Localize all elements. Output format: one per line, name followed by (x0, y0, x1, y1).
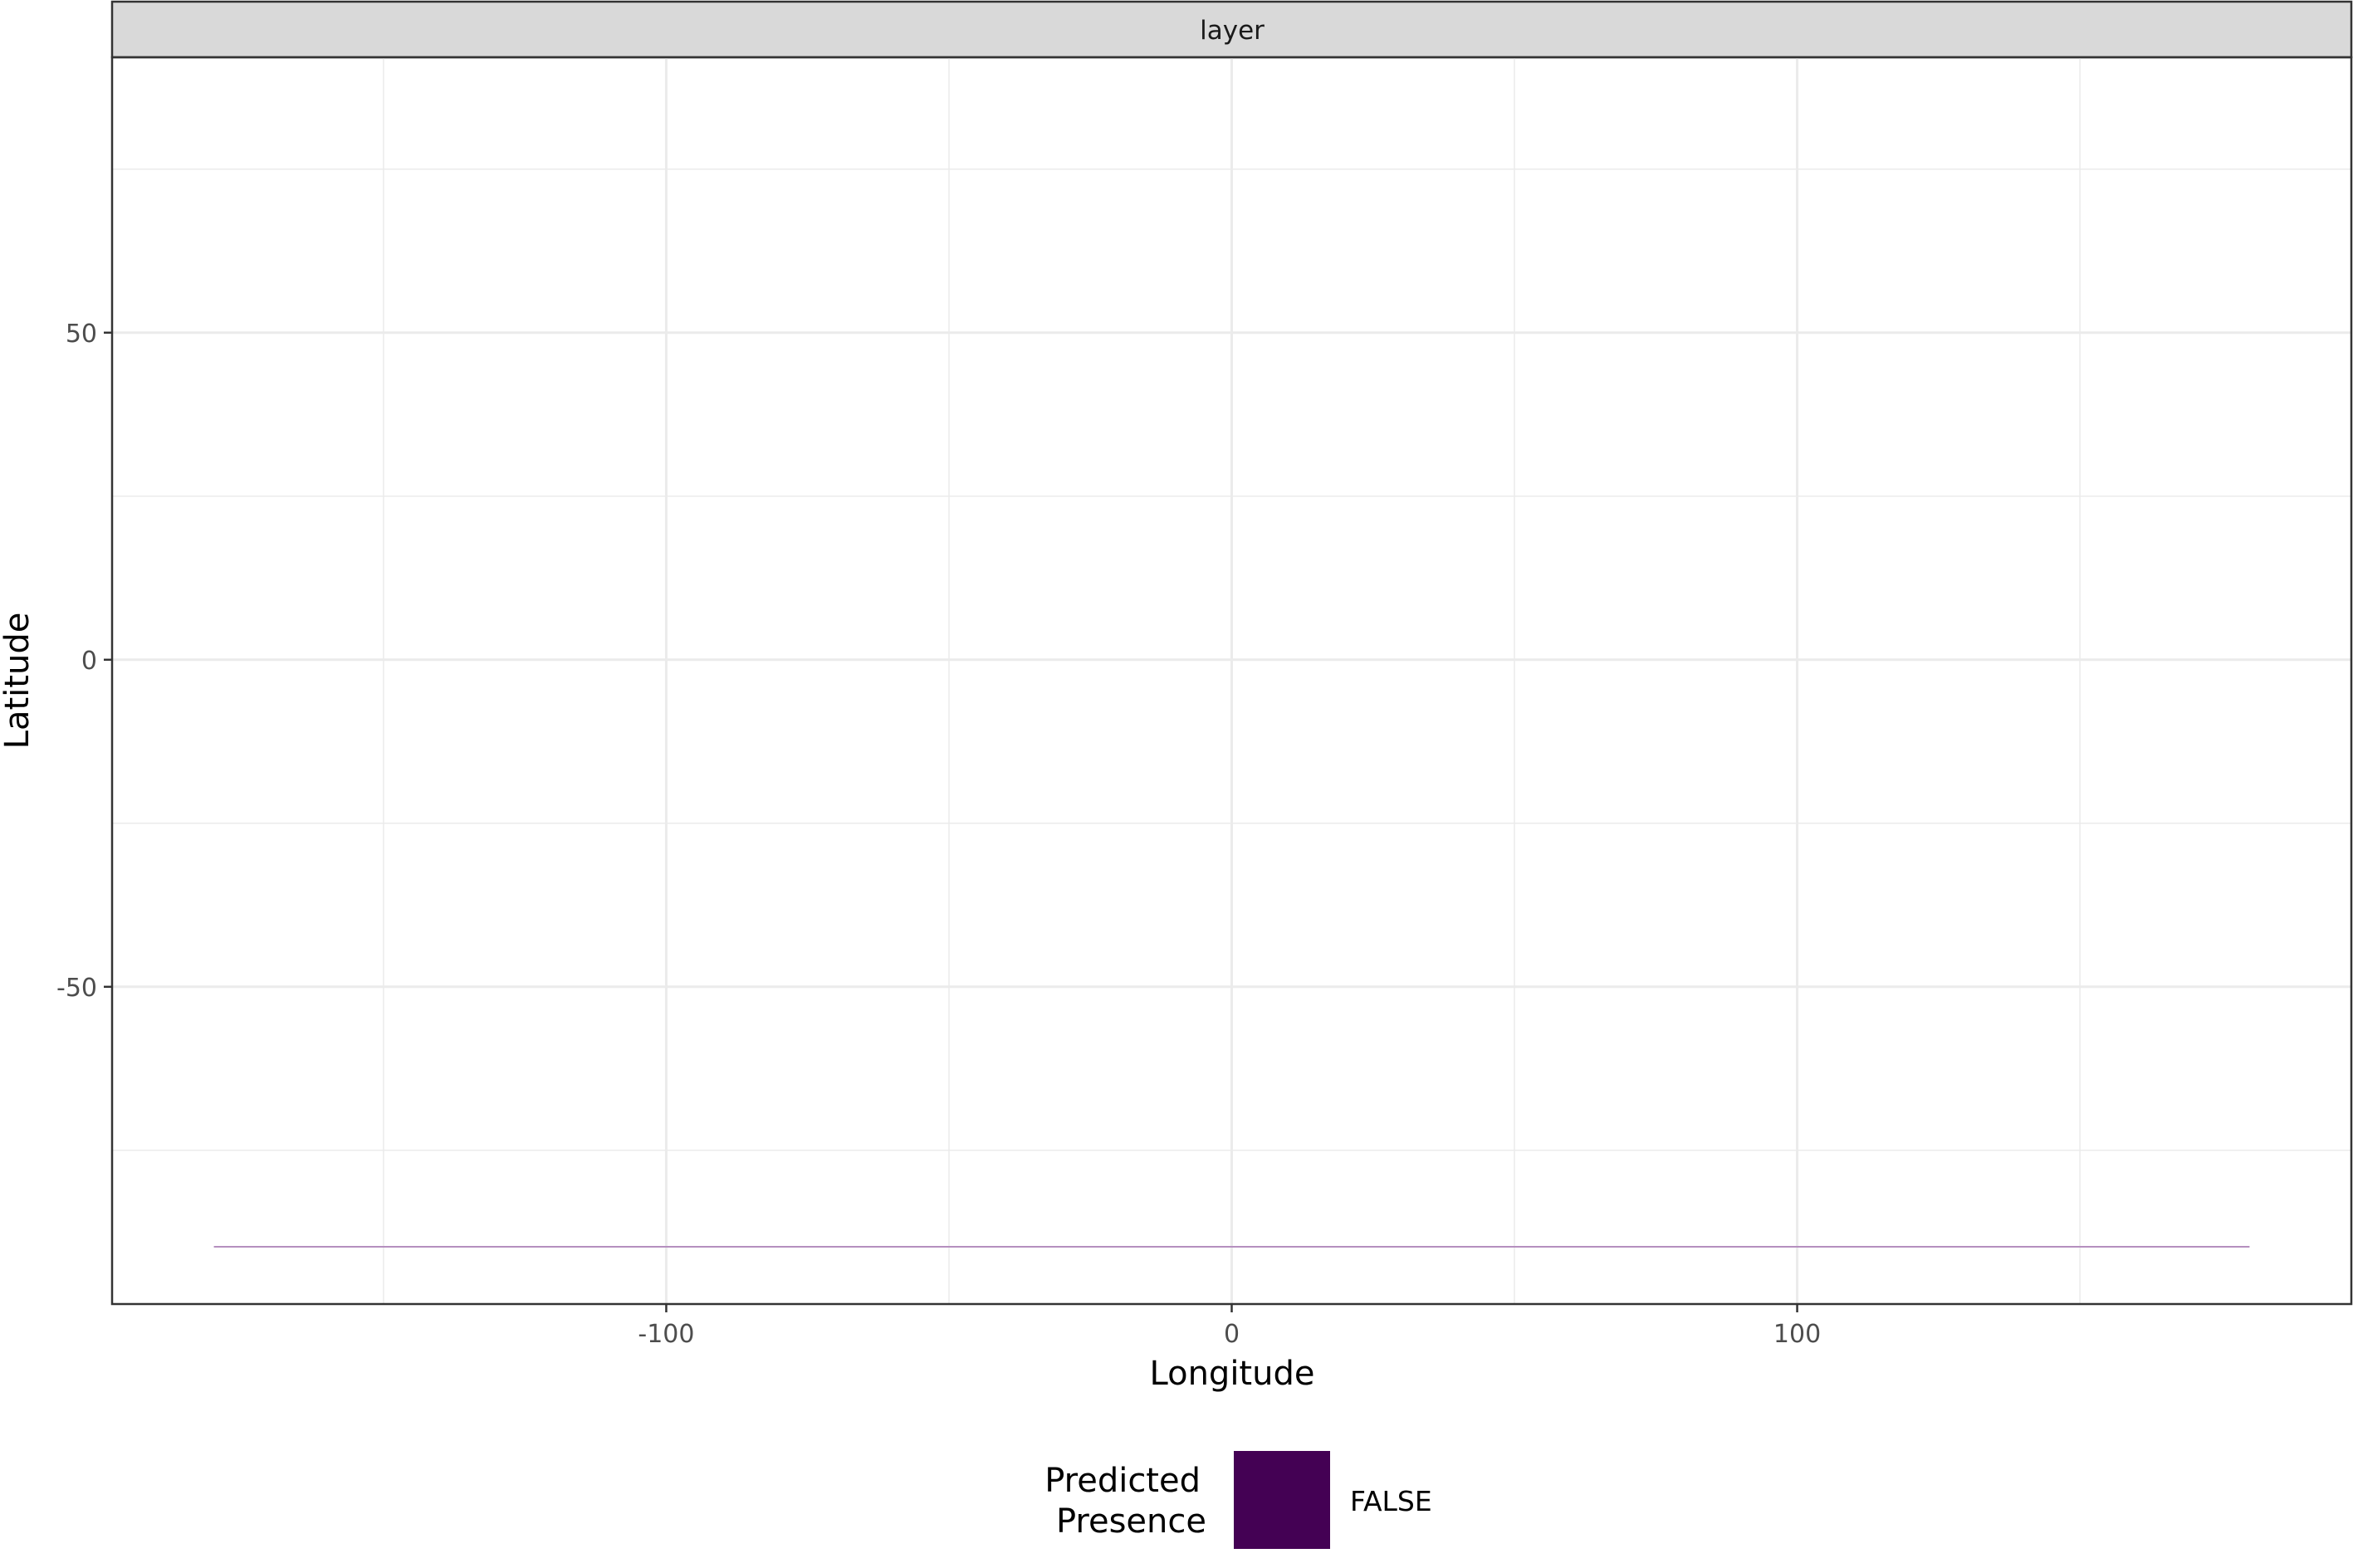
legend-title-line-1: Predicted (1044, 1462, 1201, 1500)
facet-strip (110, 0, 2353, 59)
x-axis-title: Longitude (1150, 1355, 1315, 1393)
y-tick-label: 50 (66, 320, 97, 349)
y-tick-label: -50 (56, 974, 97, 1003)
x-tick-label: -100 (638, 1320, 694, 1349)
legend-key-false (1234, 1451, 1330, 1549)
legend: Predicted Presence FALSE (1044, 1451, 1432, 1549)
y-tick-label: 0 (81, 647, 97, 676)
facet-label: layer (1200, 16, 1265, 46)
x-tick-label: 100 (1773, 1320, 1821, 1349)
y-axis-title: Latitude (0, 613, 37, 750)
legend-label-false: FALSE (1350, 1485, 1432, 1517)
legend-title-line-2: Presence (1056, 1502, 1206, 1541)
grid (112, 57, 2351, 1304)
axes: -100 0 100 -50 0 50 (56, 320, 1821, 1349)
x-tick-label: 0 (1224, 1320, 1240, 1349)
